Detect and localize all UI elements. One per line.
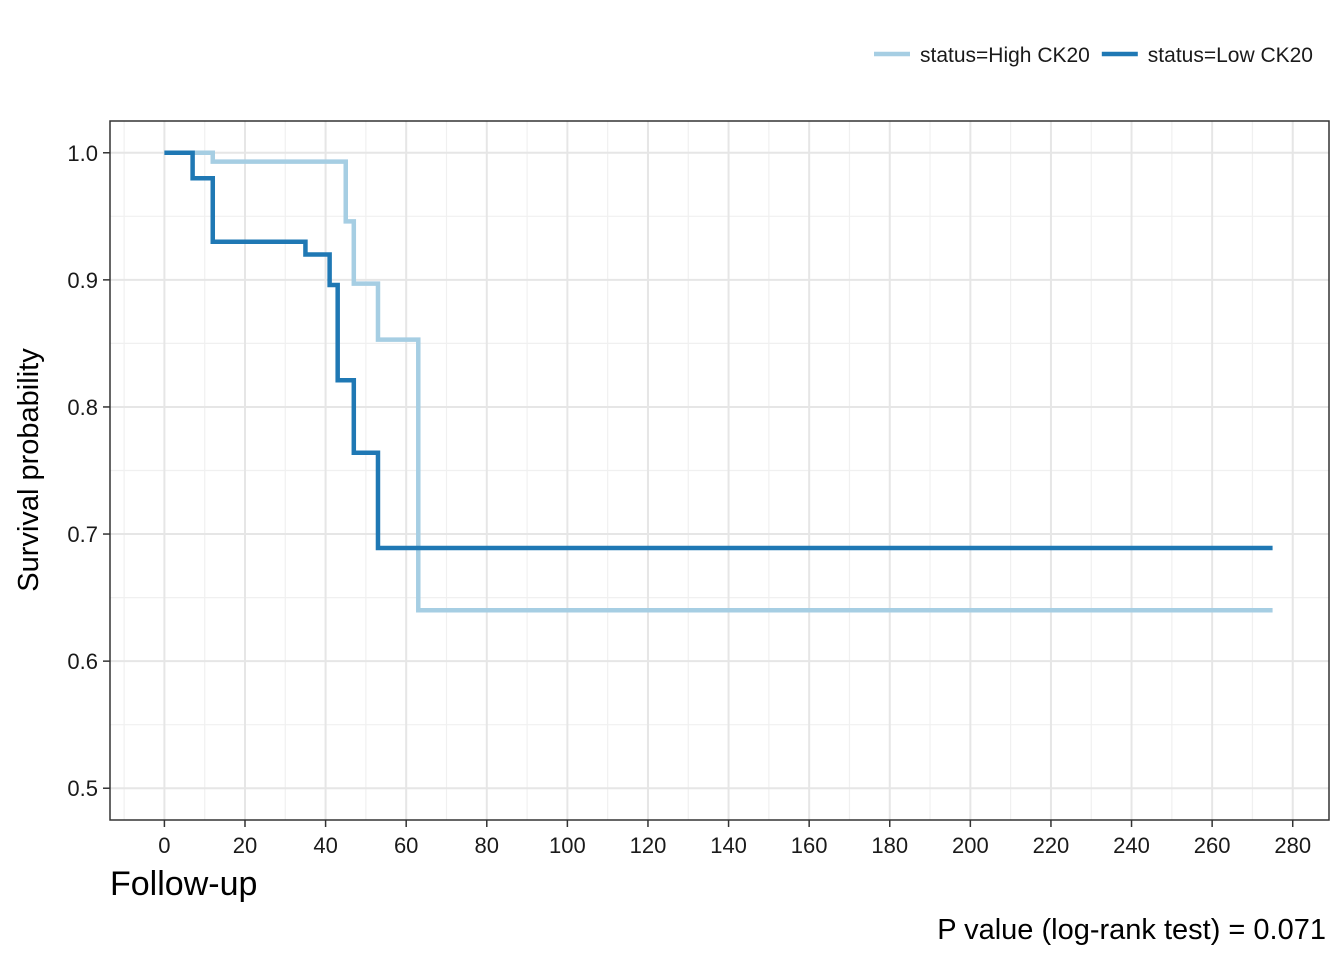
x-tick-label: 40 bbox=[313, 833, 337, 858]
legend-label: status=Low CK20 bbox=[1148, 44, 1313, 67]
x-tick-label: 200 bbox=[952, 833, 989, 858]
y-tick-label: 0.9 bbox=[67, 268, 98, 293]
x-axis: 0 20 40 60 80 100 120 140 160 180 200 220 240 260 280 bbox=[158, 820, 1311, 858]
legend-item: status=Low CK20 bbox=[1101, 44, 1313, 67]
p-value-annotation: P value (log-rank test) = 0.071 bbox=[937, 914, 1326, 946]
x-axis-title: Follow-up bbox=[110, 865, 257, 903]
x-tick-label: 0 bbox=[158, 833, 170, 858]
series-layer bbox=[164, 150, 1273, 613]
x-tick-label: 260 bbox=[1194, 833, 1231, 858]
x-tick-label: 60 bbox=[394, 833, 418, 858]
x-tick-label: 160 bbox=[791, 833, 828, 858]
y-axis-title: Survival probability bbox=[13, 348, 45, 592]
x-tick-label: 80 bbox=[475, 833, 499, 858]
panel-border bbox=[109, 120, 1330, 821]
minor-grid bbox=[110, 121, 1329, 820]
survival-curve bbox=[164, 150, 1273, 551]
legend-label: status=High CK20 bbox=[920, 44, 1090, 67]
x-tick-label: 100 bbox=[549, 833, 586, 858]
y-axis: 0.5 0.6 0.7 0.8 0.9 1.0 bbox=[67, 141, 110, 801]
y-tick-label: 0.7 bbox=[67, 522, 98, 547]
survival-curve bbox=[164, 150, 1273, 613]
x-tick-label: 180 bbox=[871, 833, 908, 858]
major-grid bbox=[110, 121, 1329, 820]
legend: status=High CK20 status=Low CK20 bbox=[874, 44, 1313, 67]
x-tick-label: 140 bbox=[710, 833, 747, 858]
x-tick-label: 120 bbox=[630, 833, 667, 858]
y-tick-label: 1.0 bbox=[67, 141, 98, 166]
y-tick-label: 0.5 bbox=[67, 776, 98, 801]
legend-item: status=High CK20 bbox=[874, 44, 1090, 67]
x-tick-label: 20 bbox=[233, 833, 257, 858]
y-tick-label: 0.6 bbox=[67, 649, 98, 674]
x-tick-label: 240 bbox=[1113, 833, 1150, 858]
x-tick-label: 220 bbox=[1033, 833, 1070, 858]
y-tick-label: 0.8 bbox=[67, 395, 98, 420]
x-tick-label: 280 bbox=[1274, 833, 1311, 858]
